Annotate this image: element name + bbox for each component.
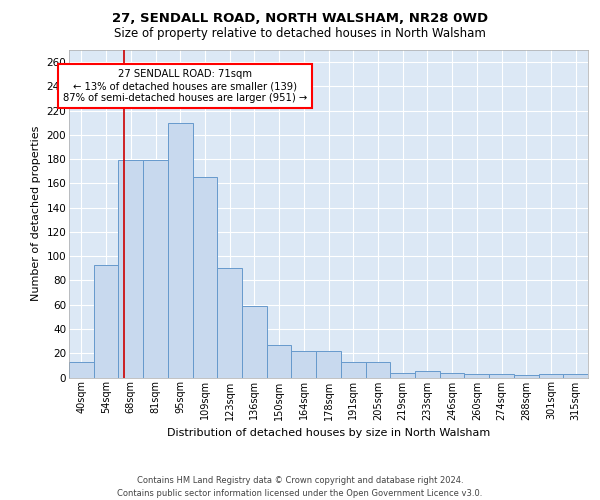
Bar <box>390 372 415 378</box>
Bar <box>143 160 168 378</box>
Bar <box>193 178 217 378</box>
Bar <box>316 351 341 378</box>
Bar <box>292 351 316 378</box>
Text: Contains public sector information licensed under the Open Government Licence v3: Contains public sector information licen… <box>118 489 482 498</box>
Bar <box>217 268 242 378</box>
Bar <box>365 362 390 378</box>
Bar <box>440 372 464 378</box>
Bar <box>514 375 539 378</box>
Text: Size of property relative to detached houses in North Walsham: Size of property relative to detached ho… <box>114 28 486 40</box>
Text: Contains HM Land Registry data © Crown copyright and database right 2024.: Contains HM Land Registry data © Crown c… <box>137 476 463 485</box>
Bar <box>563 374 588 378</box>
Bar <box>341 362 365 378</box>
Bar <box>539 374 563 378</box>
Text: 27 SENDALL ROAD: 71sqm
← 13% of detached houses are smaller (139)
87% of semi-de: 27 SENDALL ROAD: 71sqm ← 13% of detached… <box>63 70 307 102</box>
X-axis label: Distribution of detached houses by size in North Walsham: Distribution of detached houses by size … <box>167 428 490 438</box>
Text: 27, SENDALL ROAD, NORTH WALSHAM, NR28 0WD: 27, SENDALL ROAD, NORTH WALSHAM, NR28 0W… <box>112 12 488 26</box>
Bar <box>464 374 489 378</box>
Bar <box>242 306 267 378</box>
Bar <box>489 374 514 378</box>
Y-axis label: Number of detached properties: Number of detached properties <box>31 126 41 302</box>
Bar <box>267 345 292 378</box>
Bar <box>94 264 118 378</box>
Bar <box>168 123 193 378</box>
Bar <box>118 160 143 378</box>
Bar <box>415 372 440 378</box>
Bar <box>69 362 94 378</box>
